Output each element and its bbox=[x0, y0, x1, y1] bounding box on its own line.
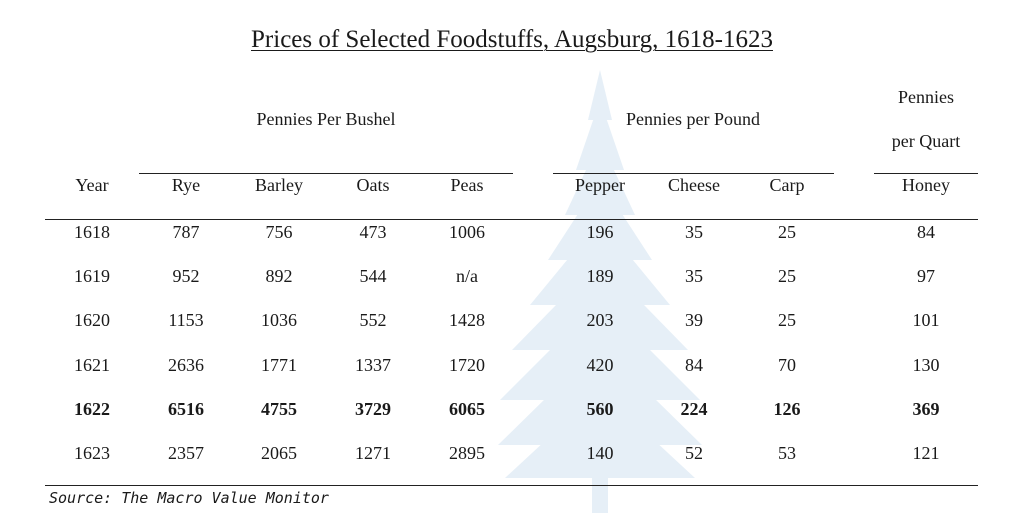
cell-pepper: 203 bbox=[586, 310, 614, 330]
cell-barley: 892 bbox=[265, 266, 293, 286]
quart-group-rule bbox=[874, 173, 978, 174]
cell-oats: 544 bbox=[359, 266, 387, 286]
cell-cheese: 35 bbox=[685, 266, 703, 286]
cell-honey: 130 bbox=[912, 355, 940, 375]
cell-carp: 25 bbox=[778, 222, 796, 242]
cell-cheese: 52 bbox=[685, 443, 703, 463]
column-header-oats: Oats bbox=[356, 175, 390, 195]
cell-oats: 3729 bbox=[355, 399, 391, 419]
cell-year: 1618 bbox=[74, 222, 110, 242]
cell-oats: 473 bbox=[359, 222, 387, 242]
cell-pepper: 189 bbox=[586, 266, 614, 286]
cell-pepper: 140 bbox=[586, 443, 614, 463]
cell-pepper: 196 bbox=[586, 222, 614, 242]
cell-peas: 1720 bbox=[449, 355, 485, 375]
cell-carp: 70 bbox=[778, 355, 796, 375]
group-header-pound: Pennies per Pound bbox=[626, 109, 760, 129]
cell-peas: 6065 bbox=[449, 399, 485, 419]
cell-honey: 121 bbox=[912, 443, 940, 463]
column-header-peas: Peas bbox=[450, 175, 484, 195]
cell-peas: 2895 bbox=[449, 443, 485, 463]
column-header-honey: Honey bbox=[902, 175, 950, 195]
column-header-rye: Rye bbox=[171, 175, 201, 195]
cell-honey: 101 bbox=[912, 310, 940, 330]
cell-honey: 369 bbox=[912, 399, 940, 419]
group-header-quart-line2: per Quart bbox=[891, 131, 961, 151]
cell-year: 1620 bbox=[74, 310, 110, 330]
cell-barley: 4755 bbox=[261, 399, 297, 419]
cell-honey: 84 bbox=[917, 222, 935, 242]
group-header-quart-line1: Pennies bbox=[898, 87, 954, 107]
cell-rye: 787 bbox=[172, 222, 200, 242]
cell-cheese: 35 bbox=[685, 222, 703, 242]
cell-rye: 2357 bbox=[168, 443, 204, 463]
bushel-group-rule bbox=[139, 173, 513, 174]
cell-oats: 1337 bbox=[355, 355, 391, 375]
cell-peas: 1006 bbox=[449, 222, 485, 242]
cell-rye: 6516 bbox=[168, 399, 204, 419]
cell-peas: 1428 bbox=[449, 310, 485, 330]
cell-carp: 25 bbox=[778, 310, 796, 330]
column-header-barley: Barley bbox=[255, 175, 303, 195]
column-header-pepper: Pepper bbox=[575, 175, 625, 195]
cell-honey: 97 bbox=[917, 266, 935, 286]
cell-cheese: 84 bbox=[685, 355, 703, 375]
column-header-year: Year bbox=[75, 175, 109, 195]
group-header-bushel: Pennies Per Bushel bbox=[256, 109, 396, 129]
cell-barley: 2065 bbox=[261, 443, 297, 463]
cell-carp: 126 bbox=[773, 399, 801, 419]
cell-year: 1623 bbox=[74, 443, 110, 463]
cell-rye: 1153 bbox=[168, 310, 204, 330]
table-title: Prices of Selected Foodstuffs, Augsburg,… bbox=[251, 26, 773, 53]
column-header-carp: Carp bbox=[769, 175, 805, 195]
cell-year: 1621 bbox=[74, 355, 110, 375]
column-header-cheese: Cheese bbox=[668, 175, 720, 195]
cell-carp: 25 bbox=[778, 266, 796, 286]
cell-pepper: 560 bbox=[586, 399, 614, 419]
table-bottom-rule bbox=[45, 485, 978, 486]
header-bottom-rule bbox=[45, 219, 978, 220]
cell-peas: n/a bbox=[456, 266, 478, 286]
source-note: Source: The Macro Value Monitor bbox=[49, 489, 329, 507]
cell-barley: 1036 bbox=[261, 310, 297, 330]
cell-barley: 756 bbox=[265, 222, 293, 242]
cell-oats: 1271 bbox=[355, 443, 391, 463]
cell-pepper: 420 bbox=[586, 355, 614, 375]
cell-cheese: 224 bbox=[680, 399, 708, 419]
cell-cheese: 39 bbox=[685, 310, 703, 330]
cell-oats: 552 bbox=[359, 310, 387, 330]
cell-year: 1622 bbox=[74, 399, 110, 419]
cell-year: 1619 bbox=[74, 266, 110, 286]
cell-barley: 1771 bbox=[261, 355, 297, 375]
pound-group-rule bbox=[553, 173, 834, 174]
cell-carp: 53 bbox=[778, 443, 796, 463]
cell-rye: 952 bbox=[172, 266, 200, 286]
cell-rye: 2636 bbox=[168, 355, 204, 375]
